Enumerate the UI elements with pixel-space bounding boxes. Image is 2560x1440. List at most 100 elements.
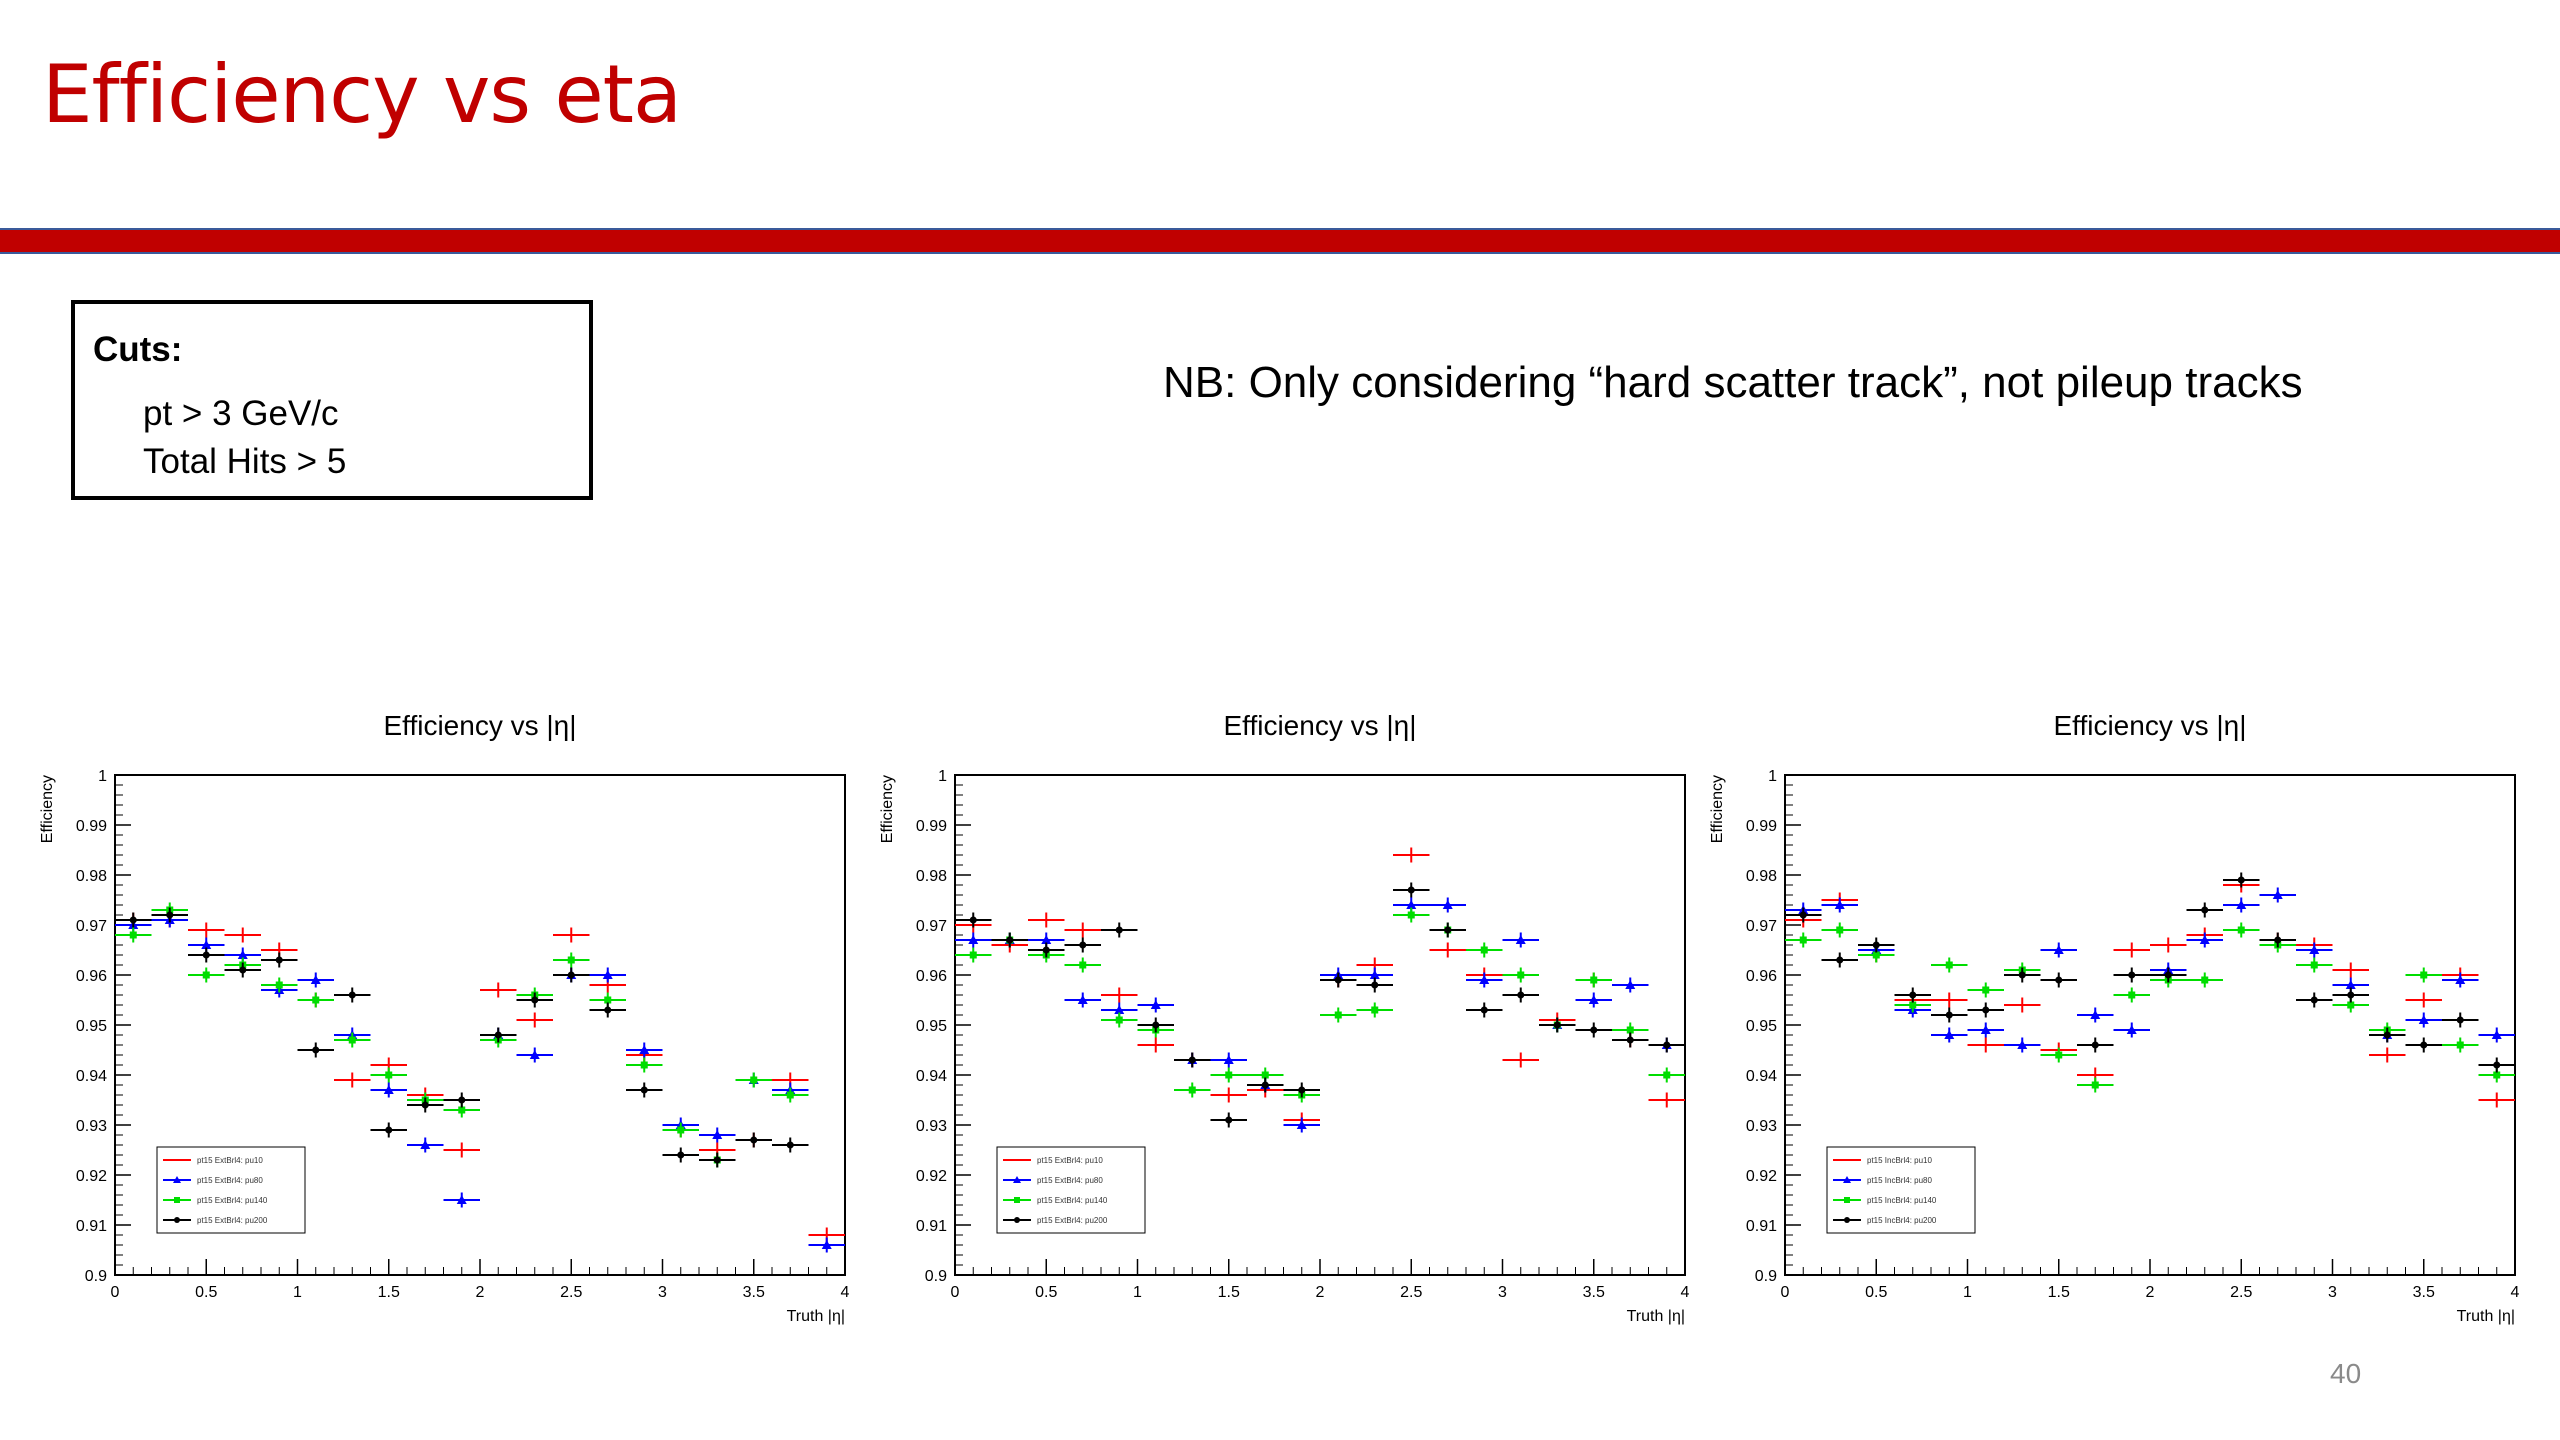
x-tick-label: 3.5	[2413, 1284, 2435, 1301]
square-marker	[1836, 926, 1844, 934]
square-marker	[1590, 976, 1598, 984]
data-point-pt15-extbrl4-pu10	[188, 922, 225, 938]
data-point-pt15-incbrl4-pu200	[2004, 967, 2041, 983]
data-point-pt15-incbrl4-pu140	[2405, 967, 2442, 983]
circle-marker	[1006, 936, 1014, 944]
data-point-pt15-extbrl4-pu200	[1356, 977, 1393, 993]
square-marker	[458, 1106, 466, 1114]
data-point-pt15-incbrl4-pu200	[2442, 1012, 2479, 1028]
legend-entry-label: pt15 ExtBrl4: pu200	[1037, 1216, 1108, 1225]
circle-marker	[1872, 941, 1880, 949]
data-point-pt15-extbrl4-pu200	[516, 992, 553, 1008]
x-tick-label: 3	[2328, 1284, 2337, 1301]
data-point-pt15-incbrl4-pu80	[2077, 1007, 2114, 1023]
circle-marker	[1517, 991, 1525, 999]
x-tick-label: 2	[476, 1284, 485, 1301]
data-point-pt15-extbrl4-pu200	[1174, 1052, 1211, 1068]
legend-triangle-marker	[173, 1176, 181, 1183]
y-tick-label: 0.98	[76, 868, 107, 885]
circle-marker	[2237, 876, 2245, 884]
circle-marker	[458, 1096, 466, 1104]
triangle-marker	[237, 950, 248, 959]
circle-marker	[2128, 971, 2136, 979]
data-point-pt15-extbrl4-pu80	[1502, 932, 1539, 948]
data-point-pt15-extbrl4-pu80	[407, 1137, 444, 1153]
circle-marker	[1480, 1006, 1488, 1014]
data-point-pt15-incbrl4-pu80	[2442, 972, 2479, 988]
x-tick-label: 3	[1498, 1284, 1507, 1301]
square-marker	[1407, 911, 1415, 919]
data-point-pt15-extbrl4-pu10	[224, 927, 261, 943]
y-axis-label: Efficiency	[39, 775, 56, 843]
data-point-pt15-incbrl4-pu200	[2296, 992, 2333, 1008]
x-tick-label: 0.5	[1035, 1284, 1057, 1301]
data-point-pt15-extbrl4-pu10	[1137, 1037, 1174, 1053]
data-point-pt15-incbrl4-pu10	[2369, 1047, 2406, 1063]
data-point-pt15-extbrl4-pu200	[1247, 1077, 1284, 1093]
circle-marker	[1909, 991, 1917, 999]
data-point-pt15-extbrl4-pu200	[553, 967, 590, 983]
data-point-pt15-extbrl4-pu10	[1502, 1052, 1539, 1068]
triangle-marker	[2418, 1015, 2429, 1024]
legend-entry-label: pt15 ExtBrl4: pu10	[1037, 1156, 1103, 1165]
page-number: 40	[2330, 1358, 2362, 1389]
circle-marker	[1945, 1011, 1953, 1019]
square-marker	[640, 1061, 648, 1069]
data-point-pt15-extbrl4-pu140	[334, 1032, 371, 1048]
square-marker	[2347, 1001, 2355, 1009]
square-marker	[1799, 936, 1807, 944]
y-axis-label: Efficiency	[1709, 775, 1726, 843]
cuts-box: Cuts: pt > 3 GeV/c Total Hits > 5	[71, 300, 593, 500]
data-point-pt15-incbrl4-pu140	[2077, 1077, 2114, 1093]
circle-marker	[1444, 926, 1452, 934]
triangle-marker	[821, 1240, 832, 1249]
circle-marker	[421, 1101, 429, 1109]
data-point-pt15-incbrl4-pu10	[1931, 992, 1968, 1008]
data-point-pt15-extbrl4-pu140	[1210, 1067, 1247, 1083]
y-tick-label: 1	[98, 768, 107, 785]
data-point-pt15-incbrl4-pu200	[1785, 907, 1822, 923]
triangle-marker	[1625, 980, 1636, 989]
square-marker	[1225, 1071, 1233, 1079]
chart-title: Efficiency vs |η|	[2054, 710, 2247, 741]
circle-marker	[1626, 1036, 1634, 1044]
data-point-pt15-extbrl4-pu140	[955, 947, 992, 963]
data-point-pt15-extbrl4-pu10	[553, 927, 590, 943]
data-point-pt15-incbrl4-pu80	[2223, 897, 2260, 913]
data-point-pt15-extbrl4-pu140	[297, 992, 334, 1008]
circle-marker	[969, 916, 977, 924]
square-marker	[1480, 946, 1488, 954]
x-tick-label: 2	[1316, 1284, 1325, 1301]
square-marker	[1872, 951, 1880, 959]
data-point-pt15-incbrl4-pu140	[1821, 922, 1858, 938]
data-point-pt15-incbrl4-pu200	[1894, 987, 1931, 1003]
circle-marker	[713, 1156, 721, 1164]
data-point-pt15-extbrl4-pu80	[1575, 992, 1612, 1008]
data-point-pt15-incbrl4-pu140	[1785, 932, 1822, 948]
circle-marker	[2274, 936, 2282, 944]
triangle-marker	[2455, 975, 2466, 984]
square-marker	[604, 996, 612, 1004]
data-point-pt15-extbrl4-pu140	[1174, 1082, 1211, 1098]
data-point-pt15-extbrl4-pu200	[480, 1027, 517, 1043]
data-point-pt15-extbrl4-pu200	[370, 1122, 407, 1138]
square-marker	[1982, 986, 1990, 994]
slide-title: Efficiency vs eta	[42, 48, 682, 141]
y-tick-label: 0.95	[1746, 1018, 1777, 1035]
data-point-pt15-incbrl4-pu200	[2478, 1057, 2515, 1073]
data-point-pt15-incbrl4-pu140	[2442, 1037, 2479, 1053]
data-point-pt15-extbrl4-pu200	[443, 1092, 480, 1108]
data-point-pt15-extbrl4-pu10	[516, 1012, 553, 1028]
circle-marker	[1152, 1021, 1160, 1029]
data-point-pt15-incbrl4-pu200	[2332, 987, 2369, 1003]
y-tick-label: 0.96	[1746, 968, 1777, 985]
circle-marker	[1590, 1026, 1598, 1034]
data-point-pt15-extbrl4-pu200	[115, 912, 152, 928]
y-tick-label: 0.9	[1755, 1268, 1777, 1285]
data-point-pt15-incbrl4-pu10	[2004, 997, 2041, 1013]
data-point-pt15-incbrl4-pu10	[1967, 1037, 2004, 1053]
y-tick-label: 0.91	[76, 1218, 107, 1235]
data-point-pt15-extbrl4-pu80	[626, 1042, 663, 1058]
data-point-pt15-incbrl4-pu140	[1967, 982, 2004, 998]
cuts-title: Cuts:	[93, 330, 183, 369]
